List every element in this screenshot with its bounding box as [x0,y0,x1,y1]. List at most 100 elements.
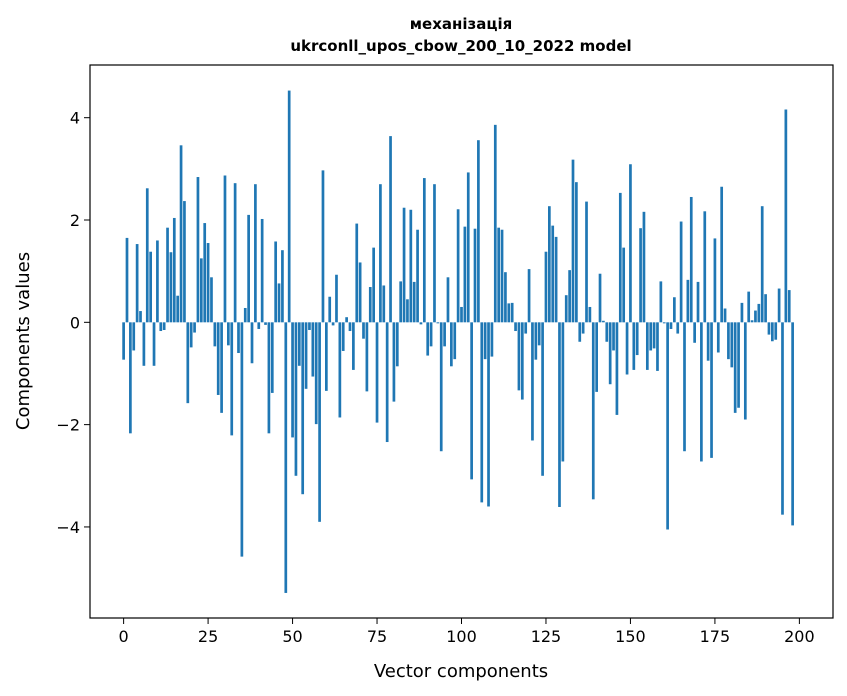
bar [679,221,683,323]
bar [250,322,254,364]
bar [183,201,186,323]
bar [520,322,524,400]
bar [406,299,409,323]
bar [784,109,788,323]
bar [149,251,152,323]
bar [213,322,217,347]
bar [139,311,142,323]
bar [450,322,453,367]
bar [365,322,369,392]
bar [419,322,423,325]
bar [781,322,784,515]
bar [196,177,200,323]
bar [341,322,345,351]
bar [578,322,582,342]
bar [189,322,193,348]
bar [264,322,267,325]
bar [507,303,511,323]
bar [477,140,480,323]
bar [395,322,399,367]
bar [297,322,301,366]
bar [754,310,757,323]
bar [429,322,433,347]
bar [348,322,352,332]
bar [612,322,615,351]
bar [696,281,700,323]
bar [372,247,375,323]
x-tick-label: 25 [198,627,218,646]
bar [500,229,504,323]
bar [558,322,561,507]
bar [581,322,585,334]
bar [152,322,156,366]
x-tick-label: 200 [784,627,815,646]
bar [409,209,413,323]
bar [379,184,382,323]
bar [304,322,308,389]
bar [311,322,315,377]
bar [267,322,271,434]
bar [129,322,132,434]
bar [352,322,355,370]
bar [375,322,379,423]
bar [683,322,686,452]
bar [338,322,342,418]
bar [656,322,659,371]
bar [534,322,538,360]
bar [230,322,234,436]
bar [206,243,210,323]
bar [676,322,680,334]
bar [497,227,501,323]
bar [233,183,237,323]
bar [443,322,446,347]
bar [713,238,717,323]
bar [243,307,247,323]
bar [659,281,663,323]
bar [227,322,230,346]
bar [281,250,284,323]
bar [254,184,257,323]
bar [466,172,470,323]
bar [294,322,298,476]
y-tick-label: 2 [70,211,80,230]
bar [399,281,403,323]
bar [199,258,203,323]
bar [571,159,575,323]
x-axis-ticks: 0 25 50 75 100 125 150 175 200 [119,618,815,646]
bar [314,322,318,425]
bar [433,184,436,323]
bar [179,145,183,323]
bar [287,90,291,323]
bar [203,223,207,323]
bar [669,322,673,329]
bar [142,322,146,366]
bar [162,322,166,330]
bar [301,322,305,495]
x-tick-label: 50 [282,627,302,646]
bar [392,322,396,402]
bar [156,240,159,323]
x-axis-label: Vector components [374,661,548,682]
bar [537,322,541,346]
bar [382,285,386,323]
bar [487,322,490,507]
bar [602,320,605,323]
bar [720,186,724,323]
bar [757,303,761,323]
bar-series [122,90,794,593]
bar [463,226,467,323]
bar [453,322,457,360]
bar [622,247,626,323]
bar [318,322,321,522]
bar [172,217,176,323]
bar [791,322,794,526]
bar [703,211,707,323]
bar [460,306,463,323]
bar [760,206,764,323]
bar [284,322,288,593]
bar [260,218,264,323]
bar [416,229,419,323]
bar [335,274,338,323]
bar [436,322,440,324]
bar [473,228,477,323]
